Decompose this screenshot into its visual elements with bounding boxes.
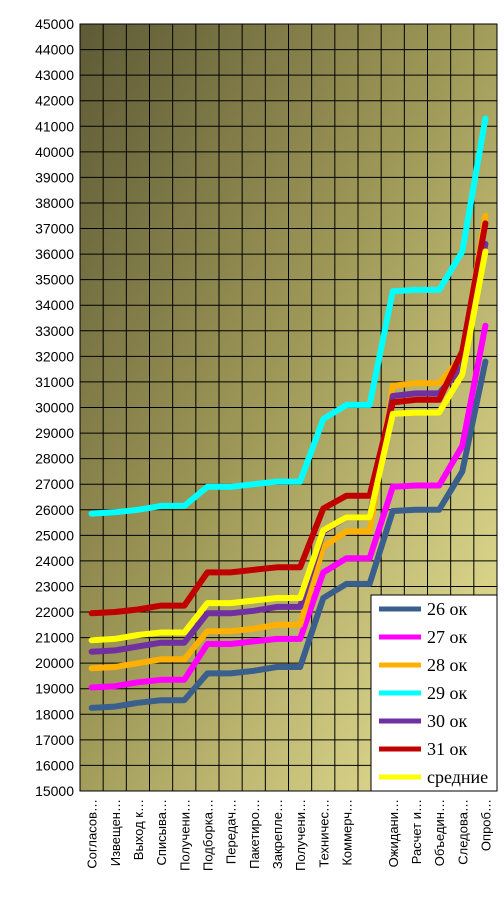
legend-label: 26 ок bbox=[427, 599, 468, 619]
series-lines bbox=[88, 115, 489, 711]
y-tick-label: 18000 bbox=[35, 706, 74, 722]
y-tick-label: 41000 bbox=[35, 118, 74, 134]
y-tick-label: 44000 bbox=[35, 42, 74, 58]
x-tick-label: Выход к… bbox=[131, 799, 146, 860]
x-tick-label: Извещен… bbox=[108, 799, 123, 866]
legend-label: 29 ок bbox=[427, 683, 468, 703]
y-axis: 15000 16000 17000 18000 19000 20000 21000 22000… bbox=[35, 16, 74, 799]
y-tick-label: 36000 bbox=[35, 246, 74, 262]
y-tick-label: 37000 bbox=[35, 221, 74, 237]
y-tick-label: 34000 bbox=[35, 297, 74, 313]
y-tick-label: 35000 bbox=[35, 272, 74, 288]
x-tick-label: Коммерч… bbox=[339, 799, 354, 866]
series-line-7 bbox=[88, 248, 489, 644]
y-tick-label: 31000 bbox=[35, 374, 74, 390]
legend-label: 27 ок bbox=[427, 627, 468, 647]
x-tick-label: Закрепле… bbox=[270, 799, 285, 869]
y-tick-label: 40000 bbox=[35, 144, 74, 160]
y-tick-label: 21000 bbox=[35, 630, 74, 646]
y-tick-label: 20000 bbox=[35, 655, 74, 671]
x-tick-label: Техничес… bbox=[316, 799, 331, 868]
series-line-6 bbox=[88, 220, 489, 617]
x-tick-label: Пакетиро… bbox=[247, 799, 262, 869]
x-tick-label: Передач… bbox=[224, 799, 239, 864]
y-tick-label: 22000 bbox=[35, 604, 74, 620]
y-tick-label: 29000 bbox=[35, 425, 74, 441]
y-tick-label: 19000 bbox=[35, 681, 74, 697]
legend-label: средние bbox=[427, 767, 488, 787]
legend: 26 ок 27 ок 28 ок 29 ок 30 ок 31 ок средние bbox=[370, 594, 498, 792]
x-tick-label: Ожидани… bbox=[386, 799, 401, 867]
x-tick-label: Списыва… bbox=[154, 799, 169, 866]
y-tick-label: 26000 bbox=[35, 502, 74, 518]
series-line-1 bbox=[88, 358, 489, 711]
x-tick-label: Получени… bbox=[293, 799, 308, 871]
y-tick-label: 45000 bbox=[35, 16, 74, 32]
y-tick-label: 16000 bbox=[35, 757, 74, 773]
y-tick-label: 15000 bbox=[35, 783, 74, 799]
x-tick-label: Получени… bbox=[177, 799, 192, 871]
x-tick-label: Расчет и… bbox=[409, 799, 424, 864]
y-tick-label: 28000 bbox=[35, 451, 74, 467]
y-tick-label: 33000 bbox=[35, 323, 74, 339]
x-tick-label: Согласов… bbox=[85, 799, 100, 869]
series-line-4 bbox=[88, 115, 489, 517]
y-tick-label: 17000 bbox=[35, 732, 74, 748]
x-tick-label: Объедин… bbox=[432, 799, 447, 866]
series-line-2 bbox=[88, 322, 489, 691]
y-tick-label: 25000 bbox=[35, 527, 74, 543]
series-line-5 bbox=[88, 240, 489, 655]
y-tick-label: 39000 bbox=[35, 169, 74, 185]
y-tick-label: 32000 bbox=[35, 348, 74, 364]
y-tick-label: 38000 bbox=[35, 195, 74, 211]
y-tick-label: 27000 bbox=[35, 476, 74, 492]
y-tick-label: 30000 bbox=[35, 400, 74, 416]
y-tick-label: 23000 bbox=[35, 578, 74, 594]
x-axis: Согласов… Извещен… Выход к… Списыва… Получен… bbox=[85, 799, 494, 871]
y-tick-label: 43000 bbox=[35, 67, 74, 83]
legend-label: 31 ок bbox=[427, 739, 468, 759]
x-tick-label: Опроб… bbox=[478, 799, 493, 851]
y-tick-label: 24000 bbox=[35, 553, 74, 569]
x-tick-label: Подборка… bbox=[200, 799, 215, 871]
y-tick-label: 42000 bbox=[35, 93, 74, 109]
legend-label: 30 ок bbox=[427, 711, 468, 731]
legend-label: 28 ок bbox=[427, 655, 468, 675]
x-tick-label: Следова… bbox=[455, 799, 470, 865]
series-line-3 bbox=[88, 212, 489, 672]
